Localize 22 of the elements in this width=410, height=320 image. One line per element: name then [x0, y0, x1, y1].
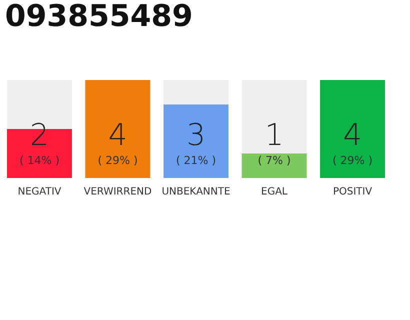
- annotation: ( 14% ): [19, 154, 60, 167]
- x-tick-label: VERWIRREND: [84, 186, 152, 198]
- chart-title: 093855489: [5, 0, 193, 34]
- bar: [320, 80, 385, 178]
- annotation: ( 21% ): [176, 154, 216, 167]
- annotation: ( 7% ): [258, 154, 291, 167]
- data-label: 3: [186, 118, 206, 153]
- data-label: 4: [108, 118, 128, 153]
- bar: [242, 80, 307, 154]
- annotation: ( 29% ): [98, 154, 138, 167]
- bar: [164, 104, 228, 178]
- data-label: 1: [264, 118, 284, 153]
- x-tick-label: NEGATIV: [18, 186, 62, 198]
- bar: [242, 154, 307, 178]
- data-label: 2: [30, 118, 50, 153]
- x-tick-label: POSITIV: [332, 186, 372, 198]
- x-tick-label: UNBEKANNTE: [162, 186, 230, 198]
- bar: [164, 80, 228, 104]
- x-tick-label: EGAL: [261, 186, 288, 198]
- data-label: 4: [342, 118, 362, 153]
- bar: [85, 80, 150, 178]
- annotation: ( 29% ): [332, 154, 373, 167]
